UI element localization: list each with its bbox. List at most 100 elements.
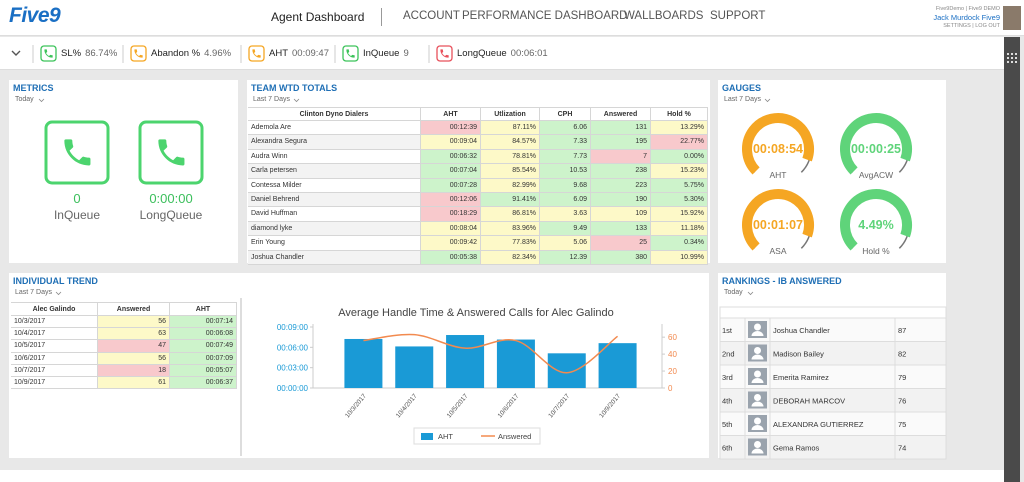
metric-cell: 61 — [98, 377, 170, 390]
y-tick-label: 00:00:00 — [277, 384, 309, 393]
gauge-label: ASA — [769, 246, 786, 256]
status-icon — [134, 49, 143, 58]
metric-cell: 78.81% — [481, 149, 540, 165]
metric-cell: 56 — [98, 352, 170, 365]
status-item[interactable]: InQueue 9 — [363, 48, 409, 59]
metric-cell: 109 — [591, 207, 651, 222]
status-icon — [440, 49, 449, 58]
team-table-clip — [247, 263, 710, 273]
status-value: 00:09:47 — [292, 48, 329, 59]
status-item[interactable]: LongQueue 00:06:01 — [457, 48, 548, 59]
period-dropdown[interactable]: Today — [724, 289, 743, 296]
panel-title: METRICS — [13, 83, 54, 93]
legend-swatch — [421, 433, 433, 440]
top-nav — [0, 0, 1024, 36]
y2-tick-label: 60 — [668, 333, 677, 342]
ranking-position: 5th — [722, 420, 732, 429]
ranking-position: 1st — [722, 326, 733, 335]
nav-link[interactable]: WALLBOARDS — [624, 10, 704, 22]
date-cell: 10/6/2017 — [11, 352, 98, 365]
metric-cell: 85.54% — [481, 164, 540, 179]
user-links[interactable]: SETTINGS | LOG OUT — [943, 23, 1000, 29]
ranking-avatar-head — [754, 394, 761, 401]
ranking-value: 74 — [898, 444, 906, 453]
gauge-arc — [742, 113, 814, 175]
table-header-cell: Answered — [98, 302, 170, 316]
table-header-cell: Alec Galindo — [11, 302, 98, 316]
ranking-avatar-head — [754, 323, 761, 331]
panel-title: RANKINGS - IB ANSWERED — [722, 276, 842, 286]
y2-tick-label: 40 — [668, 350, 677, 359]
ranking-avatar-head — [754, 441, 761, 448]
status-label: SL% — [61, 48, 82, 59]
metric-cell: 00:07:14 — [170, 316, 237, 329]
period-dropdown[interactable]: Last 7 Days — [253, 96, 290, 103]
metric-cell: 00:06:08 — [170, 328, 237, 341]
status-icon — [346, 49, 355, 58]
metric-cell: 00:07:49 — [170, 340, 237, 353]
metric-cell: 84.57% — [481, 135, 540, 150]
status-label: Abandon % — [151, 48, 201, 59]
ranking-value: 75 — [898, 420, 906, 429]
metric-cell: 5.30% — [651, 193, 708, 208]
metric-cell: 00:08:04 — [421, 221, 481, 237]
ranking-avatar-head — [754, 417, 761, 425]
dropdown-chevron — [38, 98, 45, 103]
metric-value: 0 — [73, 191, 81, 206]
user-org: Five9Demo | Five9 DEMO — [935, 6, 1000, 12]
bar — [344, 338, 383, 388]
apps-icon-dot — [1015, 57, 1017, 59]
metric-cell: 82.34% — [481, 250, 540, 265]
gauge-value: 00:00:25 — [851, 142, 901, 156]
period-dropdown[interactable]: Today — [15, 96, 34, 103]
metric-cell: 7.33 — [540, 135, 591, 150]
ranking-value: 87 — [898, 326, 906, 335]
status-item[interactable]: Abandon % 4.96% — [151, 48, 231, 59]
apps-icon-dot — [1015, 53, 1017, 55]
date-cell: 10/3/2017 — [11, 316, 98, 329]
status-item[interactable]: AHT 00:09:47 — [269, 48, 329, 59]
nav-link[interactable]: ACCOUNT — [403, 10, 460, 22]
panel-title: INDIVIDUAL TREND — [13, 276, 98, 286]
metric-cell: 238 — [591, 164, 651, 179]
status-icon — [252, 49, 261, 58]
nav-link[interactable]: PERFORMANCE DASHBOARD — [462, 10, 628, 22]
status-label: AHT — [269, 48, 288, 59]
metric-cell: 223 — [591, 178, 651, 193]
status-label: LongQueue — [457, 48, 507, 59]
gauge-value: 00:08:54 — [753, 142, 803, 156]
user-name[interactable]: Jack Murdock Five9 — [933, 13, 1000, 22]
y-tick-label: 00:09:00 — [277, 323, 309, 332]
period-dropdown[interactable]: Last 7 Days — [724, 96, 761, 103]
gauge-value: 4.49% — [858, 218, 893, 232]
date-cell: 10/9/2017 — [11, 377, 98, 390]
ranking-row — [719, 435, 947, 460]
metric-label: LongQueue — [139, 208, 203, 222]
ranking-name: Gema Ramos — [773, 444, 820, 453]
metric-cell: 83.96% — [481, 221, 540, 237]
y-tick-label: 00:06:00 — [277, 343, 309, 352]
metric-cell: 0.00% — [651, 149, 708, 165]
ranking-position: 3rd — [722, 373, 733, 382]
metric-cell: 00:09:04 — [421, 135, 481, 150]
scrollbar — [1004, 37, 1020, 482]
metric-cell: 00:12:06 — [421, 193, 481, 208]
status-item[interactable]: SL% 86.74% — [61, 48, 117, 59]
table-header-cell: AHT — [421, 107, 481, 121]
legend-label: AHT — [438, 432, 453, 441]
ranking-value: 76 — [898, 397, 906, 406]
y-tick-label: 00:03:00 — [277, 364, 309, 373]
metric-cell: 131 — [591, 121, 651, 136]
gauge-arc — [840, 189, 912, 251]
agent-name-cell: Contessa Milder — [248, 178, 421, 193]
period-dropdown[interactable]: Last 7 Days — [15, 289, 52, 296]
metric-cell: 9.68 — [540, 178, 591, 193]
ranking-position: 4th — [722, 397, 732, 406]
metric-cell: 3.63 — [540, 207, 591, 222]
metric-cell: 6.06 — [540, 121, 591, 136]
nav-active[interactable]: Agent Dashboard — [271, 10, 365, 24]
nav-link[interactable]: SUPPORT — [710, 10, 766, 22]
agent-name-cell: Daniel Behrend — [248, 193, 421, 208]
panel-title: TEAM WTD TOTALS — [251, 83, 338, 93]
